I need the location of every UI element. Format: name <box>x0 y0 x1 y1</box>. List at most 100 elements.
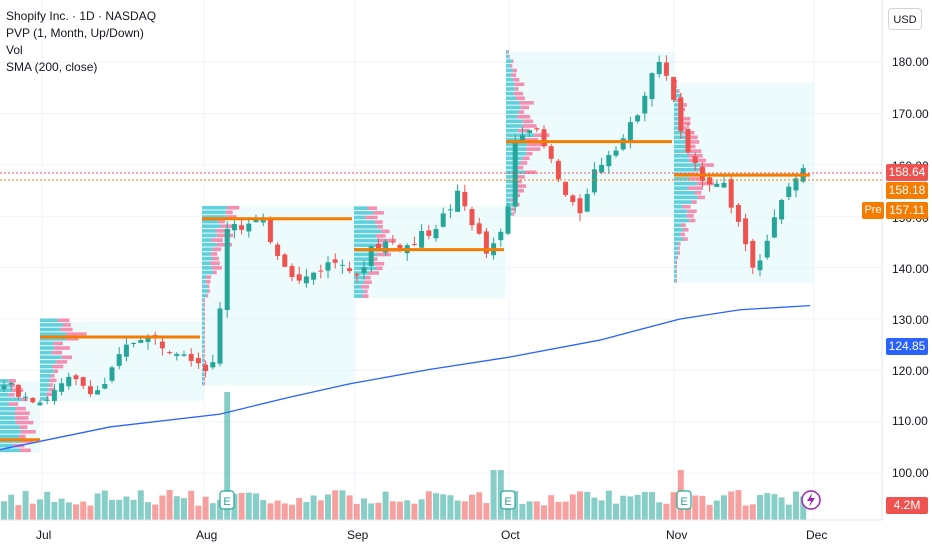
candle-body <box>181 354 187 356</box>
profile-bar-down <box>516 179 522 184</box>
candle-body <box>59 383 65 392</box>
profile-bar-down <box>687 140 700 144</box>
volume-bar <box>15 505 22 520</box>
candle-body <box>771 217 777 238</box>
candle-body <box>383 241 389 253</box>
volume-bar <box>541 505 547 520</box>
profile-bar-up <box>354 285 362 289</box>
profile-bar-down <box>207 284 210 289</box>
profile-bar-up <box>202 381 204 386</box>
volume-bars <box>1 392 807 520</box>
volume-bar <box>209 503 216 520</box>
candle-body <box>339 264 345 266</box>
candle-body <box>440 213 446 227</box>
y-tick: 120.00 <box>892 364 929 378</box>
profile-bar-up <box>674 130 684 135</box>
profile-bar-up <box>202 215 227 219</box>
symbol-title[interactable]: Shopify Inc. · 1D · NASDAQ <box>6 9 157 23</box>
volume-bar <box>713 500 720 520</box>
profile-bar-down <box>203 381 205 386</box>
volume-bar <box>692 495 699 520</box>
sma-indicator[interactable]: SMA (200, close) <box>6 60 98 74</box>
profile-bar-down <box>203 353 205 358</box>
profile-bar-up <box>202 229 216 233</box>
profile-bar-up <box>0 430 22 434</box>
profile-bar-up <box>674 269 677 274</box>
profile-bar-down <box>211 266 222 270</box>
candle-body <box>649 73 655 100</box>
profile-bar-down <box>511 73 517 77</box>
profile-bar-down <box>689 149 702 153</box>
profile-bar-up <box>202 326 204 330</box>
profile-bar-down <box>53 369 59 373</box>
lightning-icon[interactable] <box>801 490 821 510</box>
profile-bar-down <box>681 126 687 130</box>
profile-bar-up <box>674 278 676 283</box>
profile-bar-down <box>8 402 19 406</box>
candle-body <box>325 262 331 271</box>
volume-bar <box>469 494 475 520</box>
profile-bar-up <box>674 195 698 200</box>
volume-bar <box>605 490 612 520</box>
profile-bar-down <box>511 59 514 64</box>
x-tick: Oct <box>501 528 520 542</box>
profile-bar-down <box>203 312 205 316</box>
profile-bar-up <box>202 284 208 289</box>
profile-bar-down <box>15 416 29 420</box>
profile-bar-down <box>678 251 681 255</box>
volume-bar <box>51 501 58 520</box>
candle-body <box>671 76 677 100</box>
profile-bar-up <box>202 293 207 298</box>
profile-bar-down <box>227 205 240 210</box>
profile-bar-up <box>354 206 368 211</box>
candle-body <box>685 128 691 153</box>
candle-body <box>1 385 7 390</box>
profile-bar-down <box>696 181 715 186</box>
sma-price-tag: 124.85 <box>886 338 928 355</box>
profile-bar-down <box>15 411 30 416</box>
candle-body <box>483 231 489 254</box>
profile-bar-up <box>674 265 676 269</box>
pvp-indicator[interactable]: PVP (1, Month, Up/Down) <box>6 26 144 40</box>
profile-bar-up <box>202 238 212 242</box>
profile-bar-down <box>204 307 205 312</box>
profile-bar-up <box>202 266 212 270</box>
candle-body <box>195 357 201 364</box>
volume-bar <box>454 500 461 520</box>
volume-bar <box>778 497 785 520</box>
currency-button[interactable]: USD <box>888 8 922 30</box>
volume-bar <box>728 491 735 520</box>
profile-bar-up <box>202 298 204 303</box>
profile-bar-up <box>40 323 63 327</box>
candle-body <box>296 274 302 281</box>
profile-bar-up <box>674 158 690 163</box>
profile-bar-down <box>527 142 548 147</box>
candle-body <box>368 246 374 266</box>
candle-body <box>44 399 50 401</box>
profile-bar-up <box>40 383 50 387</box>
volume-bar <box>613 503 619 520</box>
chart-legend: Shopify Inc. · 1D · NASDAQ PVP (1, Month… <box>6 8 156 76</box>
y-tick: 170.00 <box>892 107 929 121</box>
profile-bar-up <box>354 294 363 298</box>
candle-body <box>735 204 741 222</box>
profile-bar-down <box>690 135 698 140</box>
candle-body <box>15 384 21 397</box>
volume-bar <box>8 494 15 520</box>
profile-bar-up <box>674 112 680 116</box>
candle-body <box>116 354 122 366</box>
profile-bar-up <box>506 110 519 114</box>
profile-bar-down <box>691 200 697 204</box>
volume-bar <box>476 492 483 520</box>
volume-bar <box>706 504 713 520</box>
profile-bar-down <box>687 209 697 214</box>
profile-bar-up <box>202 349 204 353</box>
candle-body <box>786 186 792 198</box>
candle-body <box>620 138 626 150</box>
candle-body <box>289 266 295 278</box>
candle-body <box>469 209 475 226</box>
profile-bar-up <box>202 256 213 261</box>
profile-bar-down <box>675 265 677 269</box>
vol-indicator[interactable]: Vol <box>6 43 23 57</box>
